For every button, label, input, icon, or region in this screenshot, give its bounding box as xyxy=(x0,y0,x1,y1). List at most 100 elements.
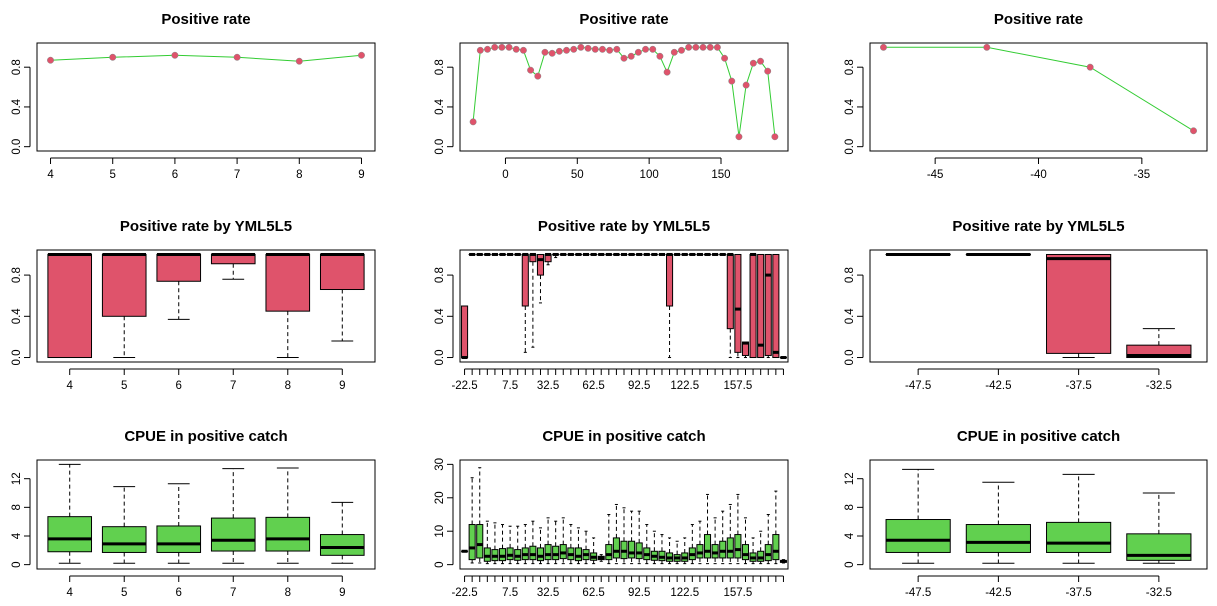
data-point xyxy=(584,44,592,52)
x-tick-label: 9 xyxy=(339,587,345,599)
box-162.5 xyxy=(741,517,750,565)
panel-9: CPUE in positive catch 0 4 8 12 -47.5 -42.5 -37… xyxy=(844,428,1208,599)
box-127.5 xyxy=(688,524,696,565)
box-167.5 xyxy=(749,537,757,565)
box-182.5 xyxy=(772,253,780,359)
plot-frame xyxy=(869,249,1208,363)
x-tick-label: 7.5 xyxy=(502,587,518,599)
y-tick-label: 0.8 xyxy=(11,267,23,283)
data-point xyxy=(577,43,585,51)
x-tick-label: 5 xyxy=(110,169,116,181)
data-point xyxy=(606,46,614,54)
panel-title: Positive rate by YML5L5 xyxy=(120,218,292,235)
box-body xyxy=(319,253,365,291)
x-tick-label: -22.5 xyxy=(451,587,477,599)
x-tick-label: 6 xyxy=(172,169,178,181)
box-82.5 xyxy=(620,507,628,565)
box-body xyxy=(726,253,734,330)
x-tick-label: 150 xyxy=(711,169,730,181)
x-tick-label: 7 xyxy=(234,169,240,181)
box-32.5 xyxy=(544,252,552,266)
box-body xyxy=(635,542,643,560)
box-body xyxy=(726,537,734,559)
box-body xyxy=(506,547,514,561)
box-7 xyxy=(210,252,256,280)
box-152.5 xyxy=(726,503,734,565)
box-body xyxy=(764,253,772,356)
box-67.5 xyxy=(597,554,605,562)
box-body xyxy=(757,550,765,562)
box--42.5 xyxy=(965,481,1031,564)
x-tick-label: 9 xyxy=(358,169,364,181)
panel-2: Positive rate 0.0 0.4 0.8 0 50 100 150 xyxy=(434,11,789,181)
x-tick-label: 50 xyxy=(571,169,584,181)
box--37.5 xyxy=(1046,473,1112,564)
box-172.5 xyxy=(757,530,765,565)
box-8 xyxy=(265,467,311,564)
data-point xyxy=(771,133,779,141)
data-point xyxy=(721,54,729,62)
y-tick-label: 0.0 xyxy=(11,139,23,155)
box-77.5 xyxy=(612,503,620,565)
x-tick-label: -40 xyxy=(1030,169,1047,181)
panel-1: Positive rate 0.0 0.4 0.8 4 5 6 7 8 9 xyxy=(11,11,376,181)
data-point xyxy=(706,43,714,51)
panel-title: Positive rate xyxy=(579,11,668,28)
x-tick-label: -37.5 xyxy=(1066,380,1092,392)
plot-frame xyxy=(459,42,789,152)
x-tick-label: 62.5 xyxy=(582,587,604,599)
box-body xyxy=(265,516,311,552)
box-2.5 xyxy=(498,524,507,565)
data-point xyxy=(598,45,606,53)
data-point xyxy=(692,43,700,51)
x-tick-label: -35 xyxy=(1134,169,1151,181)
box-body xyxy=(703,534,712,559)
x-tick-label: -47.5 xyxy=(905,587,931,599)
box-147.5 xyxy=(719,510,727,565)
y-tick-label: 0.8 xyxy=(11,59,23,75)
box-4 xyxy=(47,252,93,359)
plot-frame xyxy=(869,42,1208,152)
box-body xyxy=(711,544,719,559)
y-tick-label: 0 xyxy=(11,561,23,567)
box-152.5 xyxy=(726,252,734,359)
box-body xyxy=(319,534,365,556)
x-tick-label: 6 xyxy=(176,587,182,599)
box--47.5 xyxy=(885,468,951,564)
y-tick-label: 0.4 xyxy=(434,98,446,115)
box-122.5 xyxy=(681,537,689,565)
box-182.5 xyxy=(772,490,780,565)
box-body xyxy=(764,544,772,562)
box-27.5 xyxy=(536,253,545,304)
box-body xyxy=(210,517,256,552)
box-body xyxy=(741,544,750,561)
box-body xyxy=(47,253,93,359)
box--12.5 xyxy=(476,467,484,564)
box-137.5 xyxy=(703,493,712,565)
x-tick-label: 32.5 xyxy=(537,380,559,392)
box-body xyxy=(628,540,636,559)
x-tick-label: 92.5 xyxy=(628,380,650,392)
x-tick-label: 0 xyxy=(502,169,508,181)
panel-4: Positive rate by YML5L5 0.0 0.4 0.8 4 5 6 7 8 9 xyxy=(11,218,376,392)
x-tick-label: 122.5 xyxy=(670,380,699,392)
panel-title: Positive rate by YML5L5 xyxy=(538,218,710,235)
box-body xyxy=(734,534,742,559)
data-point xyxy=(649,45,657,53)
box-167.5 xyxy=(749,252,757,359)
y-tick-label: 4 xyxy=(11,532,23,539)
x-tick-label: 92.5 xyxy=(628,587,650,599)
data-point xyxy=(735,133,743,141)
data-point xyxy=(713,43,721,51)
data-point xyxy=(591,45,599,53)
box-5 xyxy=(101,252,147,359)
box-body xyxy=(574,547,582,562)
panel-title: CPUE in positive catch xyxy=(124,428,287,445)
x-tick-label: -22.5 xyxy=(451,380,477,392)
box-body xyxy=(719,540,727,559)
box-body xyxy=(536,253,545,276)
box-body xyxy=(544,544,552,561)
data-point xyxy=(541,48,549,56)
box-9 xyxy=(319,501,365,564)
